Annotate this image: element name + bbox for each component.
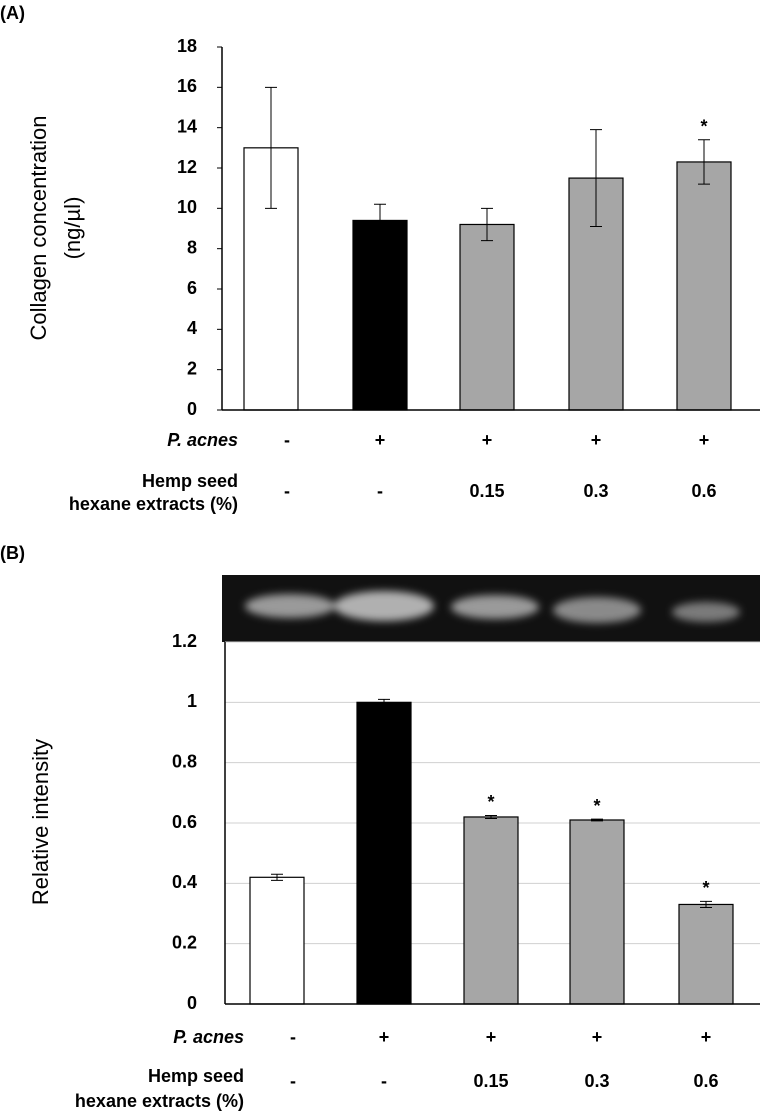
row-label: hexane extracts (%): [75, 1091, 244, 1111]
bar: [249, 876, 305, 1005]
y-axis-label: Collagen concentration: [26, 115, 51, 340]
y-tick-label: 10: [177, 197, 197, 217]
panel-label: (A): [0, 3, 25, 23]
row-label: Hemp seed: [142, 471, 238, 491]
y-tick-label: 0.8: [172, 751, 197, 771]
y-tick-label: 0.4: [172, 872, 197, 892]
bar: [356, 701, 412, 1005]
error-bar: [700, 900, 712, 908]
row-cell: +: [486, 1027, 497, 1047]
row-cell: -: [377, 481, 383, 501]
y-tick-label: 1.2: [172, 631, 197, 651]
significance-mark: *: [487, 792, 494, 812]
row-cell: +: [591, 430, 602, 450]
y-tick-label: 4: [187, 318, 197, 338]
error-bar: [374, 203, 386, 238]
y-tick-label: 1: [187, 691, 197, 711]
gel-image: [222, 575, 760, 642]
y-tick-label: 0: [187, 993, 197, 1013]
y-tick-label: 18: [177, 36, 197, 56]
bar: [676, 161, 732, 411]
y-tick-label: 6: [187, 278, 197, 298]
row-cell: -: [284, 481, 290, 501]
row-label: hexane extracts (%): [69, 494, 238, 514]
error-bar: [485, 814, 497, 819]
y-tick-label: 0.2: [172, 932, 197, 952]
significance-mark: *: [702, 878, 709, 898]
row-cell: +: [482, 430, 493, 450]
row-cell: +: [699, 430, 710, 450]
bar: [569, 819, 625, 1005]
bar: [459, 223, 515, 411]
y-axis-label: (ng/µl): [60, 197, 85, 260]
y-tick-label: 8: [187, 237, 197, 257]
y-tick-label: 0.6: [172, 812, 197, 832]
row-label: P. acnes: [167, 430, 238, 450]
y-tick-label: 14: [177, 116, 197, 136]
row-cell: +: [375, 430, 386, 450]
bar: [352, 219, 408, 411]
bar: [678, 903, 734, 1005]
error-bar: [271, 873, 283, 881]
row-cell: 0.6: [693, 1071, 718, 1091]
row-label: Hemp seed: [148, 1066, 244, 1086]
row-cell: 0.3: [583, 481, 608, 501]
row-cell: 0.15: [469, 481, 504, 501]
row-label: P. acnes: [173, 1027, 244, 1047]
row-cell: 0.6: [691, 481, 716, 501]
bar: [463, 816, 519, 1005]
significance-mark: *: [593, 796, 600, 816]
significance-mark: *: [700, 117, 707, 137]
row-cell: -: [381, 1071, 387, 1091]
error-bar: [481, 207, 493, 242]
panel-label: (B): [0, 543, 25, 563]
row-cell: -: [284, 430, 290, 450]
row-cell: +: [379, 1027, 390, 1047]
y-tick-label: 12: [177, 157, 197, 177]
error-bar: [378, 698, 390, 706]
row-cell: 0.3: [584, 1071, 609, 1091]
error-bar: [265, 86, 277, 209]
y-axis-label: Relative intensity: [28, 739, 53, 905]
row-cell: +: [592, 1027, 603, 1047]
error-bar: [591, 818, 603, 822]
y-tick-label: 0: [187, 399, 197, 419]
error-bar: [698, 139, 710, 185]
y-tick-label: 16: [177, 76, 197, 96]
error-bar: [590, 129, 602, 227]
row-cell: -: [290, 1027, 296, 1047]
y-tick-label: 2: [187, 358, 197, 378]
row-cell: -: [290, 1071, 296, 1091]
row-cell: +: [701, 1027, 712, 1047]
row-cell: 0.15: [473, 1071, 508, 1091]
